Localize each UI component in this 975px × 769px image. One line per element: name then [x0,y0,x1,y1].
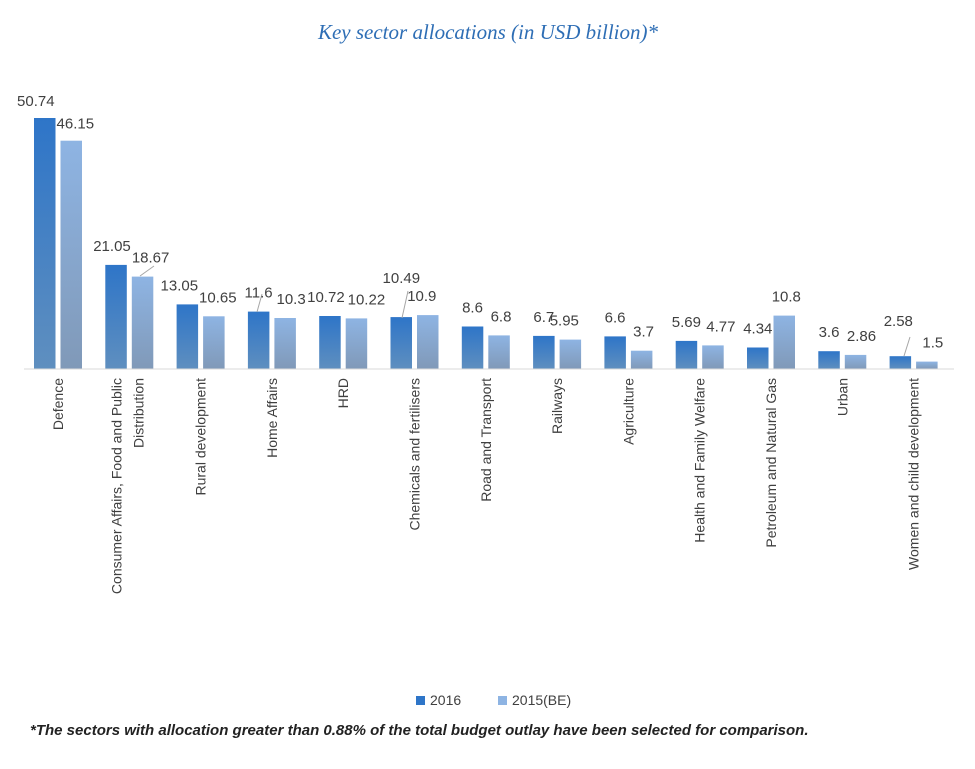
leader-line-1 [256,293,263,313]
bar-2015be-9 [702,345,724,369]
data-label-2016-10: 4.34 [743,321,772,338]
category-label-4: HRD [335,378,351,408]
data-label-2016-0: 50.74 [17,93,55,110]
data-label-2015be-1: 18.67 [132,250,170,267]
data-label-2015be-8: 3.7 [633,324,654,341]
data-label-2015be-11: 2.86 [847,328,876,345]
leader-line-0 [139,265,155,277]
data-label-2015be-2: 10.65 [199,289,237,306]
category-label-7: Railways [549,378,565,434]
data-label-2016-4: 10.72 [307,289,345,306]
bars-group [34,118,938,369]
data-label-2016-3: 11.6 [245,285,273,302]
category-label-8: Agriculture [620,378,636,445]
chart-title: Key sector allocations (in USD billion)* [317,20,659,44]
bar-2015be-12 [916,361,938,369]
data-label-2016-5: 10.49 [383,270,421,287]
bar-2015be-4 [345,318,368,369]
category-label-6: Road and Transport [478,378,494,502]
data-label-2015be-5: 10.9 [407,288,436,305]
data-label-2016-1: 21.05 [93,238,131,255]
leader-line-3 [903,336,911,357]
bar-2016-2 [176,304,199,369]
data-label-2015be-12: 1.5 [922,335,943,352]
bar-2016-1 [105,264,127,369]
bar-2016-10 [747,347,769,369]
category-labels: Defence Consumer Affairs, Food and Public… [50,378,922,594]
bar-2016-11 [818,351,840,369]
data-label-2015be-7: 5.95 [550,313,579,330]
bar-2015be-5 [417,315,439,369]
footnote: *The sectors with allocation greater tha… [30,722,809,739]
category-label-9: Health and Family Welfare [692,378,708,543]
data-label-2015be-4: 10.22 [348,291,386,308]
bar-2015be-11 [844,354,867,369]
bar-2015be-6 [488,335,510,369]
bar-2016-3 [247,311,270,369]
data-label-2015be-3: 10.3 [276,291,305,308]
data-label-2016-8: 6.6 [605,309,626,326]
bar-2016-0 [34,118,56,369]
category-label-12: Women and child development [906,378,922,570]
leader-line-2 [401,290,409,319]
category-label-3: Home Affairs [264,378,280,458]
data-label-2016-6: 8.6 [462,300,483,317]
bar-2015be-7 [559,339,582,369]
bar-2016-5 [390,317,412,369]
data-label-2016-7: 6.7 [533,309,554,326]
data-label-2016-12: 2.58 [884,313,913,330]
category-label-10: Petroleum and Natural Gas [763,378,779,548]
bar-2016-8 [604,336,626,369]
data-label-2015be-0: 46.15 [57,116,95,133]
bar-2016-12 [889,356,912,369]
legend-swatch-2016 [416,696,425,705]
bar-2016-9 [675,340,698,369]
data-label-2015be-10: 10.8 [772,289,801,306]
data-label-2015be-9: 4.77 [706,318,735,335]
legend-label-2016: 2016 [430,692,461,708]
legend-label-2015be: 2015(BE) [512,692,571,708]
category-label-0: Defence [50,378,66,430]
bar-2015be-0 [60,140,82,369]
legend-swatch-2015be [498,696,507,705]
leader-lines [139,265,911,357]
bar-2016-4 [319,316,341,369]
bar-2015be-2 [203,316,225,369]
category-label-1: Consumer Affairs, Food and Public Distrib… [108,378,146,594]
bar-2015be-1 [131,276,154,369]
bar-2016-6 [461,326,484,369]
bar-2016-7 [533,335,555,369]
category-label-11: Urban [834,378,850,416]
bar-2015be-10 [773,315,795,369]
bar-2015be-8 [630,350,653,369]
data-label-2016-11: 3.6 [819,324,840,341]
category-label-5: Chemicals and fertilisers [407,378,423,531]
category-label-2: Rural development [193,378,209,496]
bar-2015be-3 [274,318,296,369]
data-label-2015be-6: 6.8 [491,308,512,325]
data-label-2016-9: 5.69 [672,314,701,331]
data-label-2016-2: 13.05 [161,277,199,294]
legend: 2016 2015(BE) [416,692,571,708]
